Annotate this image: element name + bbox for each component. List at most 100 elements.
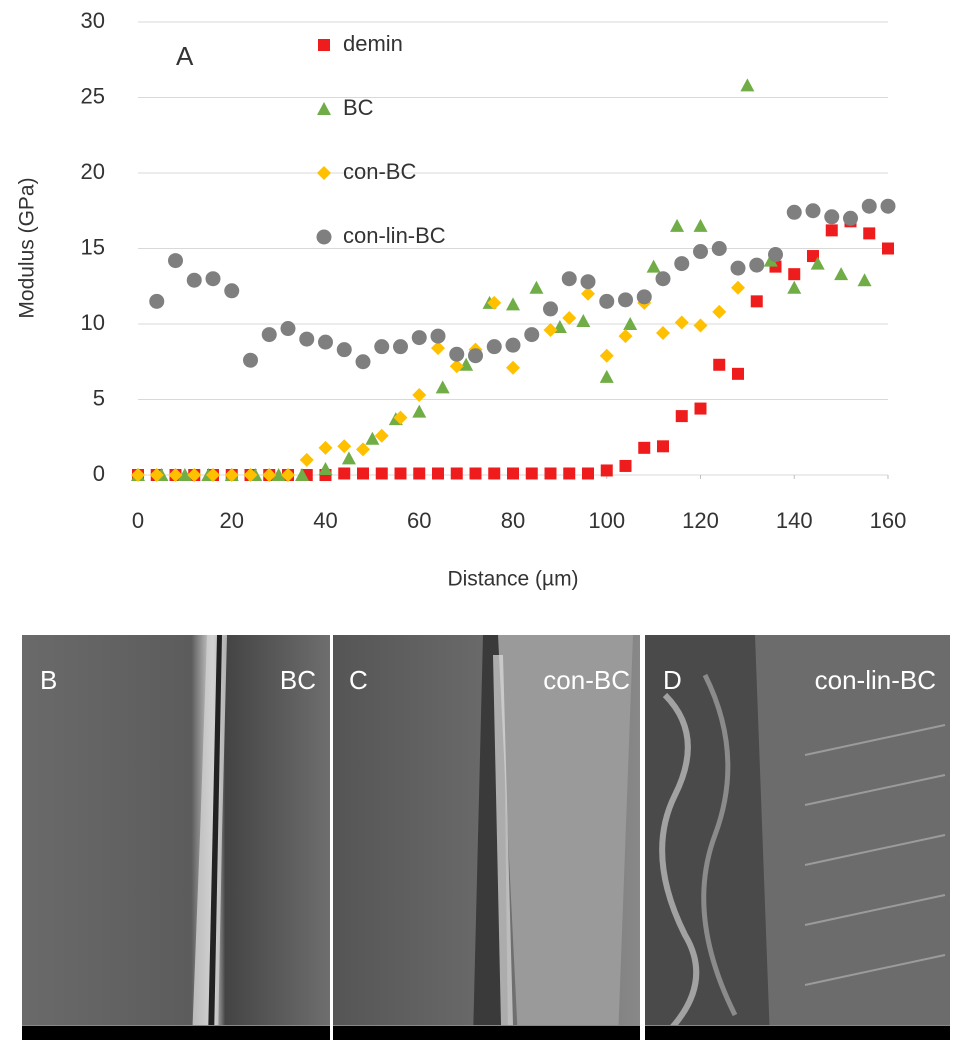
legend-label: BC: [343, 95, 374, 120]
x-tick-label: 120: [682, 508, 719, 533]
legend-label: con-lin-BC: [343, 223, 446, 248]
info-bar: [333, 1025, 640, 1040]
marker-circle: [524, 327, 540, 343]
panel-letter: B: [40, 665, 58, 695]
info-bar: [22, 1025, 330, 1040]
marker-circle: [261, 327, 277, 343]
marker-square: [638, 441, 651, 454]
marker-diamond: [356, 442, 370, 457]
marker-circle: [599, 293, 615, 309]
marker-diamond: [487, 295, 502, 310]
marker-square: [882, 242, 894, 255]
marker-square: [338, 467, 351, 480]
marker-circle: [486, 339, 502, 355]
marker-square: [318, 39, 330, 51]
y-axis-label: Modulus (GPa): [16, 177, 39, 318]
marker-diamond: [131, 468, 145, 482]
marker-square: [657, 440, 669, 453]
marker-circle: [880, 198, 896, 214]
marker-circle: [243, 352, 258, 368]
y-tick-label: 20: [81, 159, 105, 184]
marker-triangle: [834, 267, 849, 281]
marker-square: [375, 467, 388, 480]
marker-circle: [186, 272, 202, 288]
marker-diamond: [674, 315, 689, 330]
marker-square: [807, 250, 819, 263]
marker-diamond: [562, 310, 577, 325]
marker-square: [694, 402, 707, 415]
marker-circle: [674, 256, 690, 272]
marker-circle: [336, 342, 352, 358]
marker-square: [469, 467, 482, 480]
x-tick-label: 20: [220, 508, 244, 533]
marker-circle: [843, 210, 858, 226]
marker-square: [600, 464, 613, 477]
x-tick-label: 140: [776, 508, 813, 533]
sem-texture: [645, 635, 950, 1040]
marker-circle: [805, 203, 821, 219]
marker-square: [563, 467, 576, 480]
marker-diamond: [318, 440, 333, 455]
marker-circle: [655, 271, 671, 287]
panel-letter: C: [349, 665, 368, 695]
marker-circle: [149, 293, 165, 309]
panel-letter: D: [663, 665, 682, 695]
sem-image-d: D con-lin-BC: [645, 635, 950, 1040]
marker-square: [544, 467, 557, 480]
marker-triangle: [646, 259, 661, 273]
marker-square: [525, 467, 538, 480]
sem-texture: [22, 635, 330, 1040]
marker-circle: [355, 354, 371, 370]
marker-circle: [786, 204, 802, 220]
marker-triangle: [529, 280, 544, 294]
x-tick-label: 100: [588, 508, 625, 533]
marker-diamond: [393, 410, 408, 425]
marker-triangle: [787, 280, 802, 294]
legend-label: demin: [343, 31, 403, 56]
marker-square: [450, 467, 463, 480]
marker-circle: [205, 271, 221, 287]
marker-circle: [468, 348, 483, 364]
marker-triangle: [435, 380, 450, 394]
marker-circle: [374, 339, 390, 355]
marker-triangle: [271, 468, 286, 481]
sem-image-b: B BC: [22, 635, 330, 1040]
marker-triangle: [506, 297, 520, 311]
marker-circle: [430, 328, 446, 344]
marker-triangle: [599, 369, 614, 383]
x-tick-label: 40: [313, 508, 337, 533]
marker-circle: [299, 331, 315, 347]
marker-square: [732, 367, 744, 380]
y-tick-label: 0: [93, 461, 105, 486]
marker-triangle: [317, 102, 331, 115]
marker-circle: [318, 334, 333, 350]
marker-diamond: [374, 428, 389, 443]
marker-square: [507, 467, 519, 480]
marker-triangle: [576, 313, 591, 327]
marker-diamond: [412, 387, 427, 402]
marker-circle: [224, 283, 240, 299]
chart: A Distance (µm) Modulus (GPa) 0 5 10 15 20 25…: [16, 8, 907, 591]
marker-diamond: [599, 348, 614, 363]
marker-triangle: [670, 218, 685, 232]
marker-square: [825, 224, 838, 237]
marker-circle: [393, 339, 408, 355]
marker-diamond: [168, 468, 183, 482]
marker-triangle: [177, 468, 192, 481]
marker-square: [488, 467, 501, 480]
marker-circle: [749, 257, 765, 273]
marker-triangle: [341, 451, 356, 465]
marker-circle: [168, 253, 183, 269]
marker-square: [713, 358, 726, 371]
x-tick-label: 60: [407, 508, 431, 533]
marker-diamond: [281, 468, 295, 482]
marker-circle: [561, 271, 577, 287]
marker-triangle: [693, 218, 708, 232]
marker-diamond: [149, 468, 164, 482]
marker-square: [413, 467, 426, 480]
x-axis-label: Distance (µm): [447, 568, 578, 591]
info-bar: [645, 1025, 950, 1040]
marker-diamond: [506, 360, 520, 375]
marker-square: [675, 410, 688, 423]
x-tick-label: 0: [132, 508, 144, 533]
